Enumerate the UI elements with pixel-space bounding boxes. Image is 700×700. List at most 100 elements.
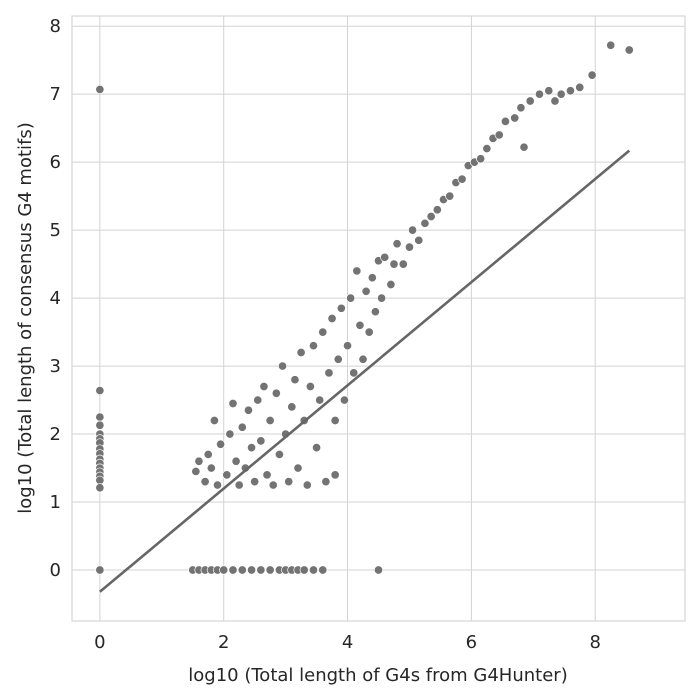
y-tick-label: 6 <box>50 152 61 173</box>
y-tick-labels: 0 1 2 3 4 5 6 7 8 <box>50 16 61 581</box>
data-point <box>206 463 216 473</box>
data-point <box>494 130 504 140</box>
data-point <box>364 327 374 337</box>
data-point <box>228 398 238 409</box>
data-point <box>550 96 560 106</box>
data-point <box>234 480 244 490</box>
data-point <box>271 388 281 398</box>
y-tick-label: 0 <box>50 560 61 581</box>
data-point <box>194 456 204 466</box>
data-point <box>482 144 492 154</box>
data-point <box>318 565 328 575</box>
data-point <box>445 191 455 201</box>
data-point <box>352 266 362 276</box>
data-point <box>324 368 334 378</box>
data-point <box>358 354 368 364</box>
data-point <box>361 286 371 296</box>
data-point <box>203 449 213 460</box>
data-point <box>500 116 510 126</box>
data-point <box>575 82 585 92</box>
y-tick-label: 7 <box>50 84 61 105</box>
data-point <box>209 415 219 426</box>
data-point <box>259 381 269 392</box>
data-point <box>380 252 390 262</box>
data-point <box>191 466 201 476</box>
data-point <box>228 565 238 575</box>
data-point <box>212 480 223 490</box>
y-tick-label: 3 <box>50 356 61 377</box>
data-point <box>624 45 634 55</box>
data-point <box>404 242 415 252</box>
x-axis-label: log10 (Total length of G4s from G4Hunter… <box>188 665 567 686</box>
data-point <box>265 565 275 575</box>
y-tick-label: 8 <box>50 16 61 37</box>
data-point <box>277 361 288 371</box>
data-point <box>302 480 312 490</box>
data-point <box>321 477 331 487</box>
data-point <box>293 463 303 473</box>
data-point <box>225 429 235 439</box>
data-point <box>519 142 529 152</box>
data-point <box>349 368 359 378</box>
data-point <box>95 84 105 94</box>
data-point <box>308 341 319 351</box>
data-point <box>556 89 566 99</box>
data-point <box>373 565 384 575</box>
x-tick-label: 8 <box>589 632 600 653</box>
data-point <box>339 395 349 405</box>
y-tick-label: 5 <box>50 220 61 241</box>
data-point <box>342 341 353 351</box>
data-point <box>544 86 554 96</box>
data-point <box>565 86 575 96</box>
data-points <box>95 40 634 575</box>
y-tick-label: 1 <box>50 492 61 513</box>
data-point <box>253 395 263 405</box>
data-point <box>222 470 232 480</box>
data-point <box>305 381 315 392</box>
y-tick-label: 2 <box>50 424 61 445</box>
data-point <box>534 89 545 99</box>
data-point <box>231 456 241 466</box>
data-point <box>308 565 319 575</box>
x-tick-label: 0 <box>94 632 105 653</box>
data-point <box>587 70 597 80</box>
data-point <box>265 415 275 426</box>
data-point <box>274 449 284 460</box>
data-point <box>330 470 340 480</box>
data-point <box>95 420 105 430</box>
data-point <box>457 174 467 184</box>
data-point <box>392 239 402 249</box>
data-point <box>296 347 306 358</box>
data-point <box>476 154 486 164</box>
data-point <box>243 405 254 415</box>
x-tick-labels: 0 2 4 6 8 <box>94 632 601 653</box>
data-point <box>200 477 210 487</box>
data-point <box>330 415 340 426</box>
data-point <box>299 565 309 575</box>
data-point <box>256 565 266 575</box>
data-point <box>377 293 387 303</box>
data-point <box>389 259 399 269</box>
data-point <box>237 565 247 575</box>
data-point <box>315 395 325 405</box>
fit-line <box>99 149 631 593</box>
data-point <box>268 480 278 490</box>
x-tick-label: 4 <box>342 632 353 653</box>
data-point <box>290 375 300 385</box>
data-point <box>367 273 377 283</box>
data-point <box>432 205 442 215</box>
data-point <box>247 443 257 453</box>
data-point <box>386 279 396 290</box>
data-point <box>420 218 430 228</box>
data-point <box>247 565 257 575</box>
data-point <box>256 436 266 446</box>
data-point <box>95 565 105 575</box>
data-point <box>216 439 226 449</box>
data-point <box>95 412 105 422</box>
data-point <box>510 113 520 123</box>
data-point <box>95 386 105 396</box>
data-point <box>525 96 535 106</box>
data-point <box>333 354 343 364</box>
data-point <box>312 443 322 453</box>
